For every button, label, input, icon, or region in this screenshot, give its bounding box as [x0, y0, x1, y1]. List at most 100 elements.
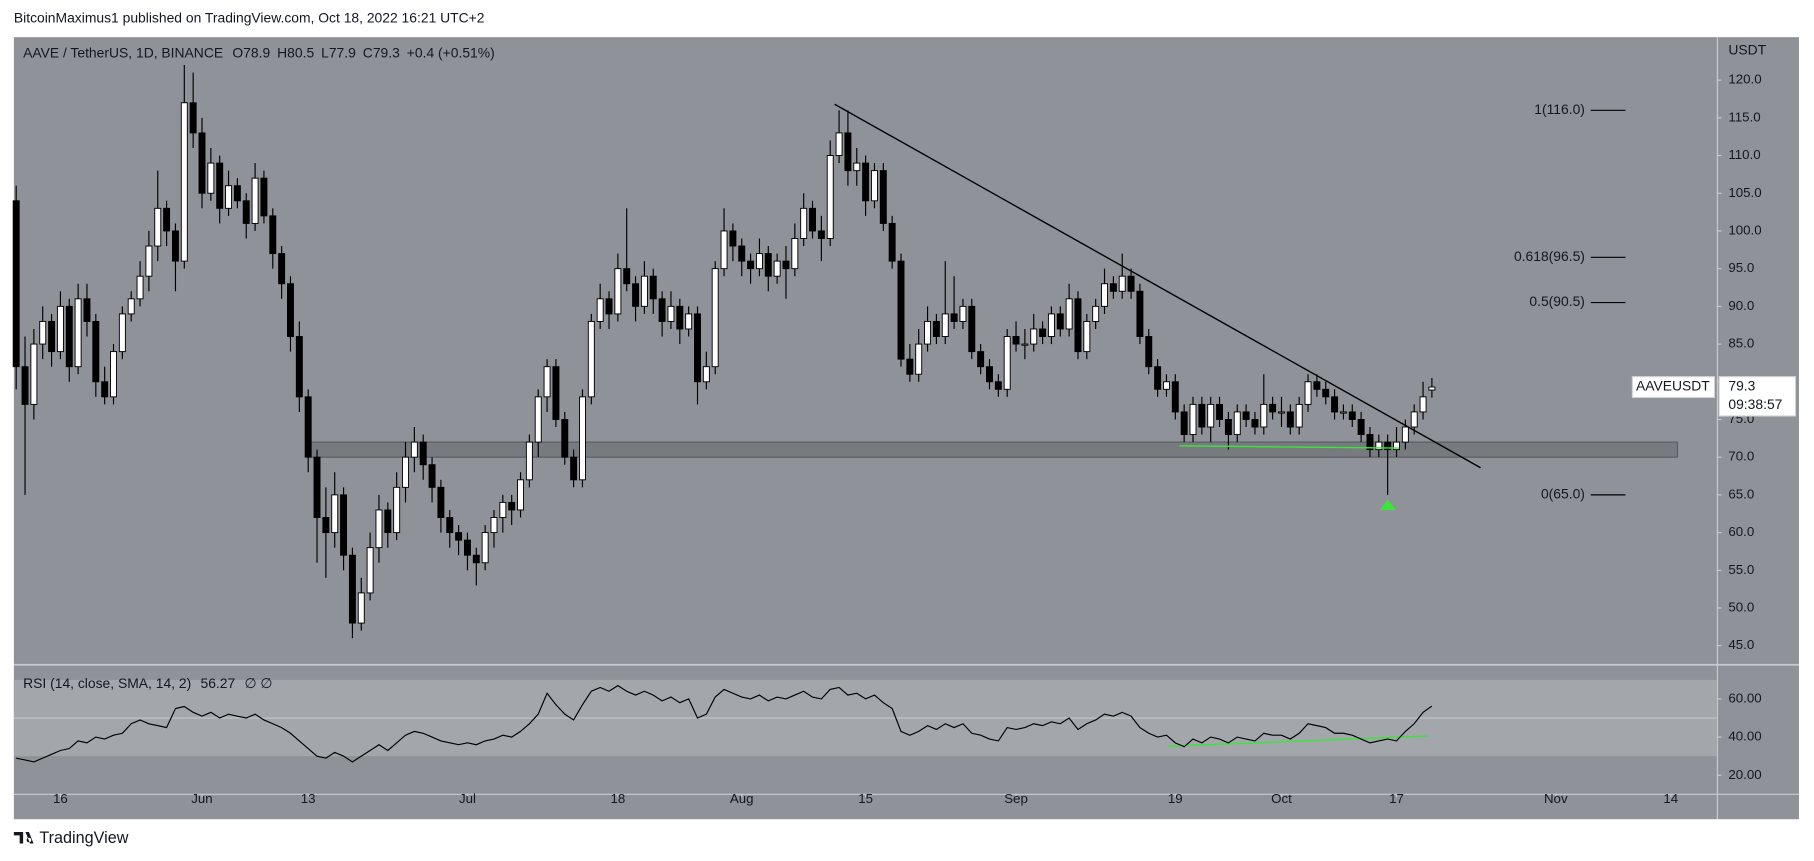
- candle-body: [269, 215, 277, 255]
- candle-body: [667, 305, 675, 322]
- candle-body: [74, 298, 82, 368]
- candle-body: [755, 253, 763, 270]
- signal-arrow: [1379, 499, 1396, 511]
- candle-body: [127, 298, 135, 315]
- candle-body: [242, 200, 250, 224]
- candle-body: [21, 366, 29, 405]
- price-tag: 79.3: [1728, 378, 1755, 394]
- candle-body: [499, 501, 507, 518]
- candle-body: [287, 283, 294, 337]
- candle-body: [1428, 386, 1436, 391]
- candle-body: [145, 245, 153, 277]
- candle-body: [658, 298, 666, 322]
- x-tick-label: Aug: [730, 791, 754, 806]
- candle-body: [171, 230, 179, 262]
- candle-body: [862, 162, 870, 202]
- rsi-line: [16, 684, 1433, 763]
- candle-body: [366, 547, 374, 594]
- x-tick-label: 16: [53, 791, 68, 806]
- support-line: [1179, 445, 1400, 449]
- candle-body: [1384, 441, 1392, 451]
- y-tick-label: 100.0: [1728, 222, 1761, 237]
- candle-body: [136, 275, 144, 300]
- candle-body: [65, 305, 73, 368]
- candle-body: [472, 554, 480, 564]
- y-tick-label: 45.0: [1728, 637, 1754, 652]
- candle-body: [517, 479, 525, 511]
- candle-body: [1410, 411, 1418, 428]
- y-tick-label: 60.0: [1728, 524, 1754, 539]
- candle-body: [331, 494, 339, 534]
- candle-body: [1083, 320, 1091, 353]
- candle-body: [1322, 388, 1330, 398]
- candle-body: [428, 464, 436, 488]
- candle-body: [968, 305, 976, 353]
- candle-body: [118, 313, 126, 353]
- descending-trendline: [834, 103, 1481, 469]
- candle-body: [419, 441, 427, 466]
- candle-body: [1003, 336, 1011, 390]
- candle-body: [649, 275, 657, 300]
- candle-body: [596, 298, 604, 322]
- candle-body: [313, 456, 321, 518]
- candle-body: [888, 222, 896, 262]
- candle-body: [977, 351, 985, 368]
- symbol-title: AAVE / TetherUS, 1D, BINANCE: [23, 44, 223, 60]
- y-tick-label: 65.0: [1728, 486, 1754, 501]
- candle-body: [676, 305, 684, 330]
- candle-body: [729, 230, 737, 247]
- candle-body: [747, 260, 755, 270]
- candle-body: [773, 260, 781, 277]
- candle-body: [463, 539, 471, 556]
- rsi-y-tick-label: 60.00: [1728, 690, 1761, 705]
- fib-label: 0.5(90.5): [1529, 293, 1585, 309]
- rsi-divergence-line: [1168, 735, 1429, 747]
- y-tick-label: 55.0: [1728, 562, 1754, 577]
- x-tick-label: 13: [301, 791, 316, 806]
- candle-body: [1278, 411, 1285, 414]
- candle-body: [410, 441, 418, 458]
- candle-body: [720, 230, 728, 270]
- fib-label: 0.618(96.5): [1514, 248, 1585, 264]
- candle-body: [233, 185, 241, 202]
- candle-body: [587, 320, 595, 398]
- candle-body: [101, 381, 109, 398]
- candle-body: [1162, 381, 1170, 390]
- rsi-title: RSI (14, close, SMA, 14, 2): [23, 675, 191, 691]
- candle-body: [30, 343, 38, 405]
- y-tick-label: 115.0: [1728, 109, 1760, 124]
- rsi-value: 56.27: [201, 675, 236, 691]
- candle-body: [623, 268, 631, 285]
- candle-body: [154, 207, 162, 247]
- y-tick-label: 105.0: [1728, 185, 1761, 200]
- candle-body: [180, 102, 188, 262]
- candle-body: [1074, 298, 1082, 353]
- y-tick-label: 90.0: [1728, 298, 1754, 313]
- candle-body: [1136, 290, 1144, 337]
- candle-body: [110, 351, 117, 398]
- candle-body: [1242, 411, 1250, 420]
- tradingview-logo: TradingView: [13, 829, 129, 847]
- candle-body: [1233, 411, 1241, 436]
- candle-body: [809, 207, 816, 232]
- candle-body: [481, 532, 489, 564]
- candle-body: [1393, 441, 1400, 451]
- candle-body: [1251, 419, 1259, 428]
- logo-mark: [13, 831, 34, 844]
- candle-body: [870, 170, 878, 202]
- candle-body: [800, 207, 808, 239]
- candle-body: [1331, 396, 1339, 413]
- candle-body: [1339, 411, 1347, 414]
- candle-body: [525, 441, 533, 481]
- candle-body: [1145, 336, 1153, 368]
- candle-body: [570, 456, 578, 481]
- candle-body: [906, 358, 914, 375]
- rsi-legend: RSI (14, close, SMA, 14, 2) 56.27 ∅ ∅: [23, 675, 272, 691]
- x-tick-label: 19: [1168, 791, 1183, 806]
- candle-body: [1366, 434, 1374, 451]
- x-tick-label: Nov: [1544, 791, 1568, 806]
- y-tick-label: 110.0: [1728, 147, 1760, 162]
- candle-body: [1127, 275, 1135, 292]
- candle-body: [561, 419, 569, 458]
